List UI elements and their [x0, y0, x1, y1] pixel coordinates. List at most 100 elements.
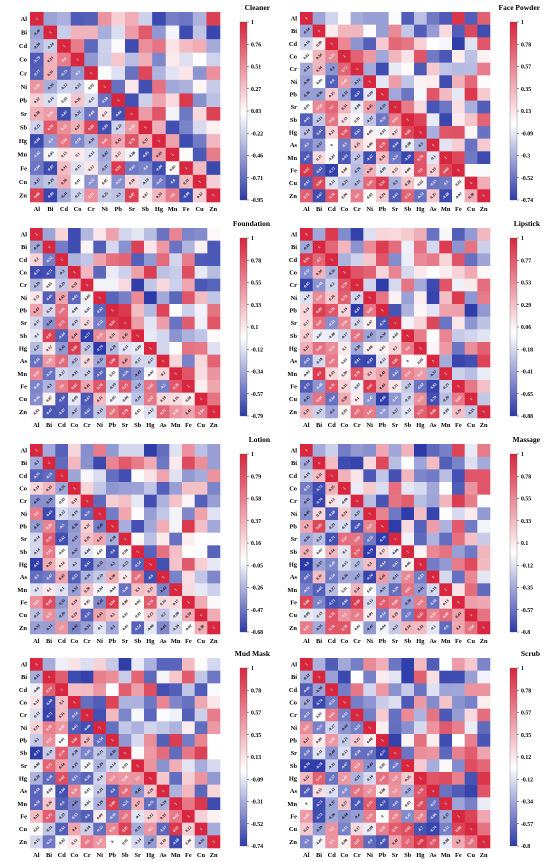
heatmap-cell: [169, 278, 183, 292]
heatmap-cell-value: -0.06: [32, 686, 40, 694]
heatmap-cell: [144, 316, 157, 330]
heatmap-cell-value: 1: [380, 308, 384, 312]
heatmap-cell: [55, 772, 69, 785]
heatmap-cell: [312, 304, 326, 317]
heatmap-cell-value: -0.14: [340, 522, 348, 530]
heatmap-cell: [80, 721, 94, 735]
heatmap-cell-value: 0.02: [33, 825, 41, 833]
heatmap-cell: [325, 596, 339, 609]
heatmap-cell-value: 1: [469, 397, 473, 401]
heatmap-cell-value: 0.5: [147, 826, 153, 832]
heatmap-cell-value: -0.69: [404, 154, 412, 162]
heatmap-cell: [42, 304, 56, 317]
heatmap-cell-value: -0.06: [391, 548, 399, 556]
heatmap-cell: [363, 721, 377, 735]
heatmap-cell: [30, 316, 43, 330]
heatmap-cell-value: 1: [123, 537, 127, 541]
heatmap-cell: [376, 380, 389, 393]
heatmap-cell: [414, 545, 427, 559]
heatmap-cell: [325, 75, 339, 89]
heatmap-cell-value: 0.37: [303, 345, 311, 353]
heatmap-cell-value: 0.27: [341, 800, 349, 808]
heatmap-cell: [68, 759, 81, 773]
heatmap-cell: [194, 240, 208, 254]
heatmap-cell: [312, 494, 326, 508]
heatmap-cell: [131, 316, 145, 330]
heatmap-cell: [452, 138, 465, 152]
heatmap-cell: [350, 75, 364, 89]
heatmap-cell: [55, 583, 69, 597]
heatmap-cell: [206, 39, 221, 54]
heatmap-cell-value: 0.56: [404, 370, 412, 378]
heatmap-cell: [68, 380, 81, 393]
heatmap-cell-value: 0.09: [315, 737, 323, 745]
heatmap-cell: [93, 240, 107, 254]
heatmap-cell: [376, 621, 389, 635]
x-axis-label: Pb: [379, 422, 387, 429]
y-axis-label: Sb: [290, 763, 298, 770]
heatmap-cell-value: 0.49: [172, 408, 180, 416]
heatmap-cell: [452, 772, 465, 785]
heatmap-cell: [312, 253, 326, 267]
heatmap-cell: [43, 161, 58, 176]
heatmap-cell: [401, 835, 415, 849]
x-axis-label: Co: [70, 638, 78, 645]
heatmap-cell: [338, 392, 351, 406]
y-axis-label: Fe: [20, 384, 27, 391]
heatmap-cell: [477, 708, 491, 722]
colorbar: [239, 21, 248, 201]
heatmap-cell-value: -0.41: [366, 624, 374, 632]
heatmap-cell: [156, 583, 170, 597]
heatmap-cell: [182, 670, 195, 684]
heatmap-cell: [312, 342, 326, 355]
heatmap-cell: [144, 380, 157, 393]
heatmap-cell: [325, 266, 339, 279]
y-axis-label: Al: [21, 16, 28, 23]
x-axis-label: Cr: [353, 422, 361, 429]
heatmap-cell: [376, 734, 389, 747]
heatmap-cell-value: 0.34: [353, 586, 361, 594]
x-axis-label: Al: [34, 206, 41, 213]
y-axis-label: Hg: [289, 776, 298, 783]
heatmap-cell: [169, 670, 183, 684]
heatmap-cell: [439, 62, 453, 76]
heatmap-cell: [182, 482, 195, 495]
heatmap-cell-value: 0.43: [96, 611, 104, 619]
x-axis-label: Bi: [46, 422, 52, 429]
heatmap-cell-value: -0.45: [70, 800, 78, 808]
heatmap-cell-value: 0: [304, 802, 308, 806]
colorbar-tick-label: -0.57: [521, 608, 533, 614]
colorbar-tick-label: 0.79: [251, 474, 261, 480]
heatmap-cell: [388, 392, 402, 406]
heatmap-cell: [106, 316, 119, 330]
heatmap-cell-value: 0.82: [404, 825, 412, 833]
heatmap-cell-value: -0.08: [146, 624, 154, 632]
heatmap-cell: [452, 367, 465, 381]
heatmap-cell-value: -0.56: [391, 762, 399, 770]
heatmap-cell-value: -0.03: [328, 154, 336, 162]
heatmap-cell-value: -0.86: [378, 395, 386, 403]
heatmap-cell: [106, 734, 119, 747]
heatmap-cell: [388, 100, 402, 114]
heatmap-cell: [414, 50, 427, 63]
heatmap-cell: [325, 670, 339, 684]
heatmap-cell: [80, 507, 94, 521]
heatmap-cell-value: -0.29: [32, 281, 40, 289]
heatmap-cell-value: 0.33: [159, 813, 167, 821]
heatmap-cell: [111, 66, 126, 81]
heatmap-cell-value: -0.23: [328, 522, 336, 530]
heatmap-cell: [192, 52, 207, 67]
heatmap-cell: [144, 392, 157, 406]
heatmap-cell: [57, 107, 72, 121]
heatmap-cell: [414, 469, 427, 483]
heatmap-cell: [42, 772, 56, 785]
colorbar-tick-label: 1: [251, 20, 254, 26]
heatmap-cell: [144, 596, 157, 609]
heatmap-cell: [131, 596, 145, 609]
heatmap-cell: [401, 482, 415, 495]
heatmap-cell: [300, 797, 313, 811]
heatmap-cell: [338, 253, 351, 267]
heatmap-cell: [125, 79, 139, 94]
heatmap-cell: [68, 482, 81, 495]
heatmap-cell-value: -0.34: [378, 332, 386, 340]
